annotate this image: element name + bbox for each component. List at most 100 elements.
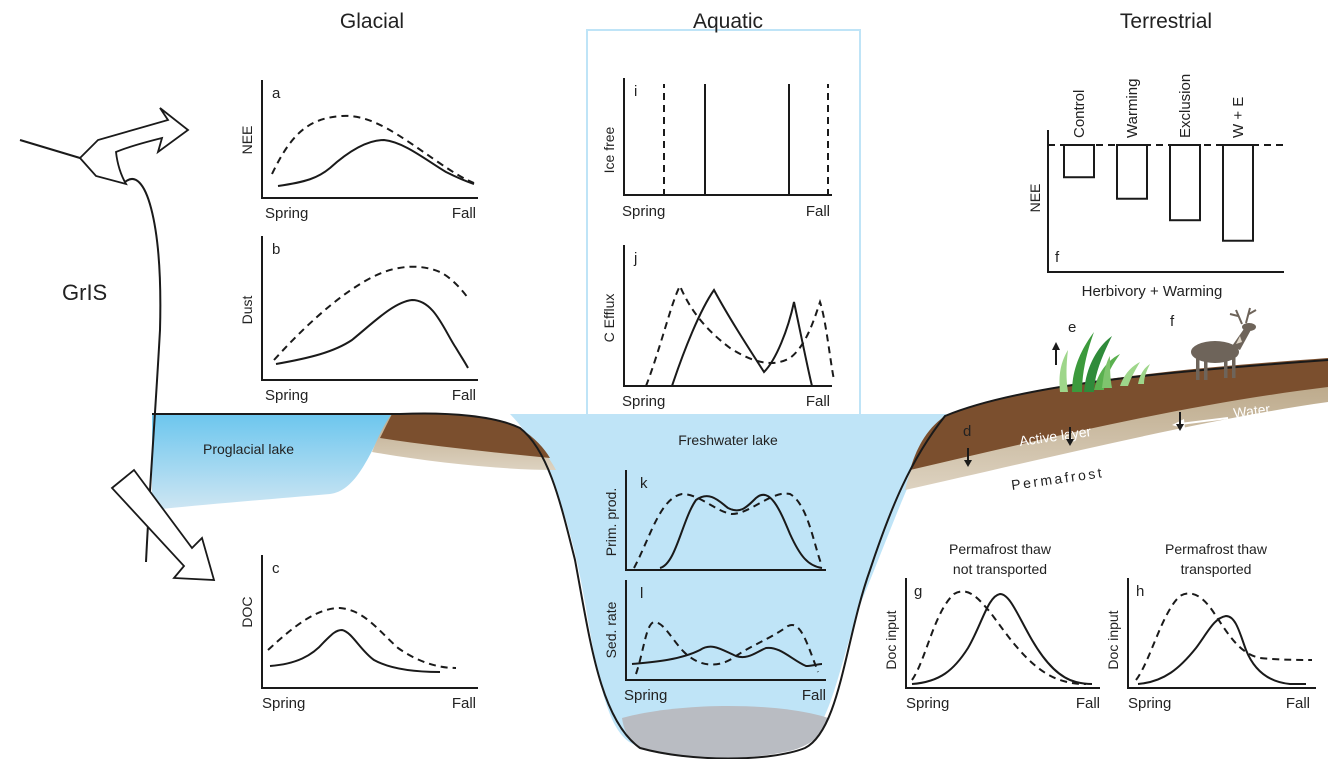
panel-a-letter: a [272, 85, 281, 102]
panel-b-letter: b [272, 241, 280, 258]
panel-b-dashed-curve [273, 265, 469, 361]
permafrost-label: Permafrost [1010, 464, 1105, 493]
freshwater-lake-body [510, 414, 946, 757]
panel-j-dashed-curve [645, 283, 835, 387]
panel-g-x-end: Fall [1076, 695, 1100, 712]
panel-h-solid-curve [1137, 614, 1306, 686]
panel-b-ylabel: Dust [239, 296, 255, 325]
proglacial-lake-label: Proglacial lake [203, 441, 294, 457]
panel-j: j C Efflux Spring Fall [601, 245, 835, 410]
lower-outflow-arrow [110, 468, 216, 581]
down-arrow-2-head [1066, 439, 1074, 446]
panel-a-x-end: Fall [452, 205, 476, 222]
panel-h-title-2: transported [1181, 561, 1252, 577]
header-terrestrial: Terrestrial [1120, 10, 1212, 33]
panel-c-x-end: Fall [452, 695, 476, 712]
panel-a-dashed-curve [271, 114, 475, 184]
chart-f-category-3: Exclusion [1177, 74, 1194, 138]
panel-c-solid-curve [269, 628, 441, 673]
chart-f-bar-3 [1169, 144, 1201, 222]
panel-i-x-start: Spring [622, 203, 665, 220]
panel-j-ylabel: C Efflux [601, 294, 617, 343]
panel-i-ylabel: Ice free [601, 126, 617, 173]
panel-h-ylabel: Doc input [1105, 610, 1121, 669]
panel-g-title-2: not transported [953, 561, 1047, 577]
panel-l-letter: l [640, 585, 643, 602]
down-arrow-d-head [964, 460, 972, 467]
right-permafrost [905, 382, 1328, 490]
grass-icon [1059, 332, 1150, 392]
panel-a: a NEE Spring Fall [239, 80, 478, 222]
panel-b-x-end: Fall [452, 387, 476, 404]
panel-j-letter: j [633, 250, 637, 267]
panel-l-ylabel: Sed. rate [603, 601, 619, 658]
panel-k-solid-curve [659, 493, 823, 569]
water-arrow [1179, 417, 1229, 425]
panel-h: Permafrost thaw transported h Doc input … [1105, 541, 1316, 712]
chart-f-bars [1063, 144, 1254, 242]
panel-c-dashed-curve [267, 606, 457, 669]
panel-b-solid-curve [275, 298, 469, 369]
freshwater-lake-label: Freshwater lake [678, 432, 778, 448]
panel-g: Permafrost thaw not transported g Doc in… [883, 541, 1100, 712]
upper-outflow-arrow [78, 107, 190, 186]
chart-f-category-1: Control [1071, 90, 1088, 138]
chart-f: f NEE Herbivory + Warming Control Warming… [1027, 74, 1284, 300]
panel-h-x-start: Spring [1128, 695, 1171, 712]
chart-f-bar-2 [1116, 144, 1148, 200]
chart-f-category-4: W + E [1230, 97, 1247, 138]
chart-f-axes [1047, 130, 1284, 273]
marker-e: e [1068, 319, 1076, 336]
panel-g-solid-curve [911, 592, 1093, 685]
panel-j-x-end: Fall [806, 393, 830, 410]
grls-label: GrIS [62, 280, 107, 305]
panel-b: b Dust Spring Fall [239, 236, 478, 404]
landscape [124, 178, 1329, 759]
chart-f-xlabel: Herbivory + Warming [1082, 283, 1223, 300]
up-arrow-head [1052, 342, 1060, 350]
chart-f-letter: f [1055, 249, 1060, 266]
panel-a-solid-curve [277, 138, 475, 187]
panel-b-x-start: Spring [265, 387, 308, 404]
panel-l: l Sed. rate Spring Fall [603, 580, 826, 704]
panel-l-solid-curve [631, 645, 823, 668]
panel-k-letter: k [640, 475, 648, 492]
panel-c: c DOC Spring Fall [239, 555, 478, 712]
glacier-arrows: GrIS [19, 107, 216, 581]
panel-k-ylabel: Prim. prod. [603, 488, 619, 556]
panel-c-ylabel: DOC [239, 596, 255, 627]
chart-f-ylabel: NEE [1027, 184, 1043, 213]
proglacial-lake [152, 414, 392, 510]
water-label: Water [1232, 401, 1271, 421]
panel-a-x-start: Spring [265, 205, 308, 222]
panel-l-x-end: Fall [802, 687, 826, 704]
panel-h-title-1: Permafrost thaw [1165, 541, 1268, 557]
panel-i: i Ice free Spring Fall [601, 78, 832, 220]
panel-k: k Prim. prod. [603, 470, 826, 571]
chart-f-bar-4 [1222, 144, 1254, 242]
panel-c-letter: c [272, 560, 280, 577]
down-arrow-3-head [1176, 424, 1184, 431]
flux-arrows [964, 342, 1184, 467]
panel-c-x-start: Spring [262, 695, 305, 712]
right-active-layer [910, 358, 1328, 470]
chart-f-category-2: Warming [1124, 79, 1141, 138]
panel-l-dashed-curve [635, 620, 819, 675]
panel-i-letter: i [634, 83, 637, 100]
marker-f-landscape: f [1170, 313, 1175, 330]
panel-g-ylabel: Doc input [883, 610, 899, 669]
aquatic-panel-frame [586, 29, 861, 423]
caribou-icon [1191, 307, 1257, 380]
panel-h-dashed-curve [1135, 592, 1313, 681]
chart-f-category-labels: Control Warming Exclusion W + E [1071, 74, 1247, 138]
upper-outflow-line [19, 139, 81, 159]
panel-a-ylabel: NEE [239, 126, 255, 155]
panel-g-x-start: Spring [906, 695, 949, 712]
panel-i-x-end: Fall [806, 203, 830, 220]
left-active-layer [380, 413, 550, 458]
panel-l-x-start: Spring [624, 687, 667, 704]
panel-g-dashed-curve [911, 590, 1087, 685]
panel-k-dashed-curve [633, 492, 823, 569]
panel-g-title-1: Permafrost thaw [949, 541, 1052, 557]
